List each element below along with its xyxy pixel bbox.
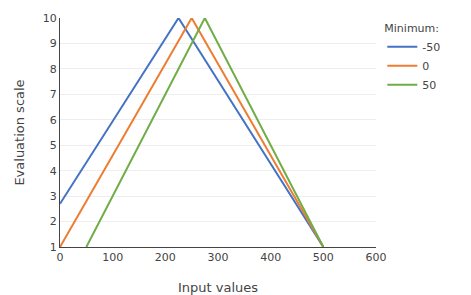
svg-text:5: 5 (50, 139, 57, 152)
svg-text:10: 10 (43, 12, 57, 25)
svg-text:600: 600 (366, 251, 387, 264)
svg-text:500: 500 (313, 251, 334, 264)
svg-text:0: 0 (422, 60, 429, 73)
svg-text:3: 3 (50, 190, 57, 203)
svg-text:Input values: Input values (178, 280, 258, 295)
svg-text:7: 7 (50, 88, 57, 101)
svg-text:4: 4 (50, 165, 57, 178)
svg-text:Minimum:: Minimum: (384, 22, 439, 35)
svg-text:9: 9 (50, 37, 57, 50)
svg-text:Evaluation scale: Evaluation scale (12, 79, 27, 185)
svg-text:8: 8 (50, 63, 57, 76)
svg-text:100: 100 (102, 251, 123, 264)
svg-text:200: 200 (155, 251, 176, 264)
svg-text:-50: -50 (422, 41, 440, 54)
svg-text:1: 1 (50, 241, 57, 254)
svg-text:6: 6 (50, 114, 57, 127)
svg-text:50: 50 (422, 79, 436, 92)
svg-text:2: 2 (50, 215, 57, 228)
svg-text:300: 300 (208, 251, 229, 264)
svg-text:0: 0 (57, 251, 64, 264)
svg-text:400: 400 (260, 251, 281, 264)
